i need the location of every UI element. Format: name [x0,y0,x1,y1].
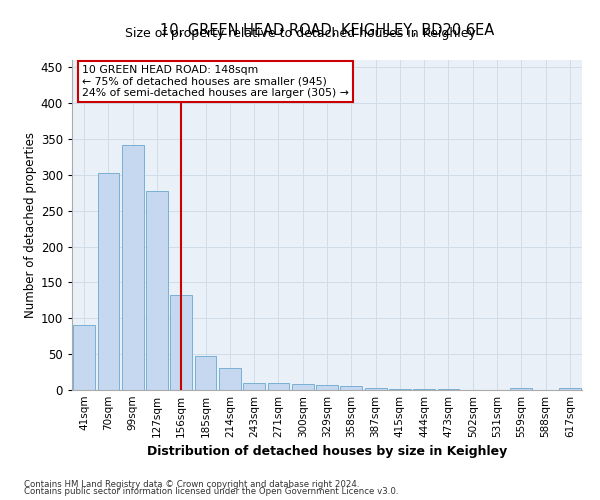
Bar [292,384,314,390]
Bar [194,356,217,390]
Bar [340,386,362,390]
Bar [97,172,119,390]
Bar [316,385,338,390]
Text: Contains public sector information licensed under the Open Government Licence v3: Contains public sector information licen… [24,487,398,496]
Text: Contains HM Land Registry data © Crown copyright and database right 2024.: Contains HM Land Registry data © Crown c… [24,480,359,489]
Bar [219,368,241,390]
Bar [243,383,265,390]
Bar [511,388,532,390]
Bar [146,190,168,390]
Bar [437,388,460,390]
Bar [268,383,289,390]
Title: 10, GREEN HEAD ROAD, KEIGHLEY, BD20 6EA: 10, GREEN HEAD ROAD, KEIGHLEY, BD20 6EA [160,23,494,38]
Y-axis label: Number of detached properties: Number of detached properties [23,132,37,318]
Bar [559,388,581,390]
Bar [170,296,192,390]
Text: Size of property relative to detached houses in Keighley: Size of property relative to detached ho… [125,28,475,40]
Text: 10 GREEN HEAD ROAD: 148sqm
← 75% of detached houses are smaller (945)
24% of sem: 10 GREEN HEAD ROAD: 148sqm ← 75% of deta… [82,65,349,98]
Bar [365,388,386,390]
Bar [73,326,95,390]
Bar [389,388,411,390]
Bar [122,146,143,390]
X-axis label: Distribution of detached houses by size in Keighley: Distribution of detached houses by size … [147,446,507,458]
